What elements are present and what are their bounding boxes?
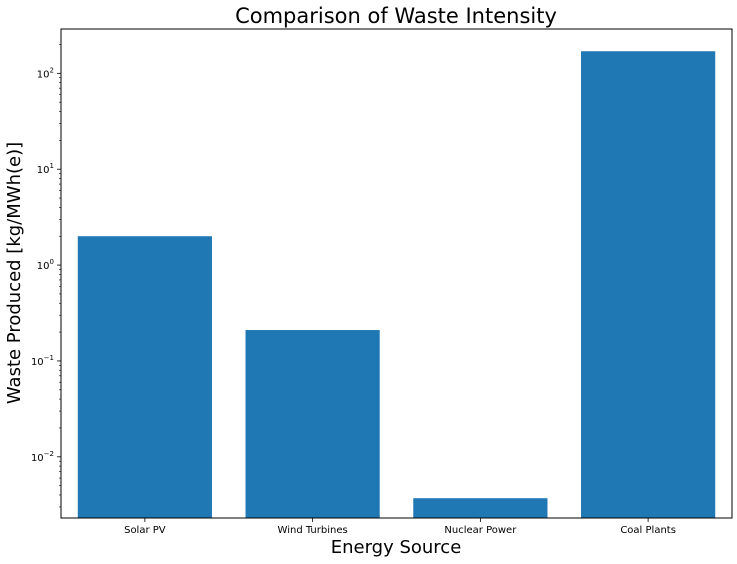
y-tick-label: 100 [37, 258, 54, 272]
x-tick-label: Solar PV [124, 525, 166, 536]
bar [245, 330, 380, 518]
x-tick-label: Wind Turbines [278, 525, 348, 536]
bar [581, 51, 716, 518]
y-tick-exponent: 1 [50, 162, 54, 170]
y-tick-base: 10 [31, 453, 44, 464]
bar [413, 498, 548, 518]
y-tick-base: 10 [31, 357, 44, 368]
y-tick-exponent: −1 [44, 354, 54, 362]
y-tick-exponent: 2 [50, 66, 54, 74]
y-tick-base: 10 [37, 261, 50, 272]
y-tick-base: 10 [37, 69, 50, 80]
y-tick-base: 10 [37, 165, 50, 176]
plot-frame [60, 28, 733, 519]
bar [77, 236, 212, 518]
y-tick-exponent: 0 [50, 258, 54, 266]
x-tick-label: Coal Plants [620, 525, 676, 536]
x-tick-label: Nuclear Power [444, 525, 517, 536]
y-tick-label: 10−2 [31, 450, 54, 464]
bars-group [77, 51, 716, 518]
y-tick-exponent: −2 [44, 450, 54, 458]
x-axis-ticks: Solar PV Wind Turbines Nuclear Power Coal P… [124, 518, 676, 536]
y-tick-label: 102 [37, 66, 54, 80]
x-axis-label: Energy Source [331, 537, 462, 558]
y-tick-label: 101 [37, 162, 54, 176]
y-axis-label: Waste Produced [kg/MWh(e)] [4, 142, 25, 404]
y-tick-label: 10−1 [31, 354, 54, 368]
chart-title: Comparison of Waste Intensity [235, 4, 557, 28]
